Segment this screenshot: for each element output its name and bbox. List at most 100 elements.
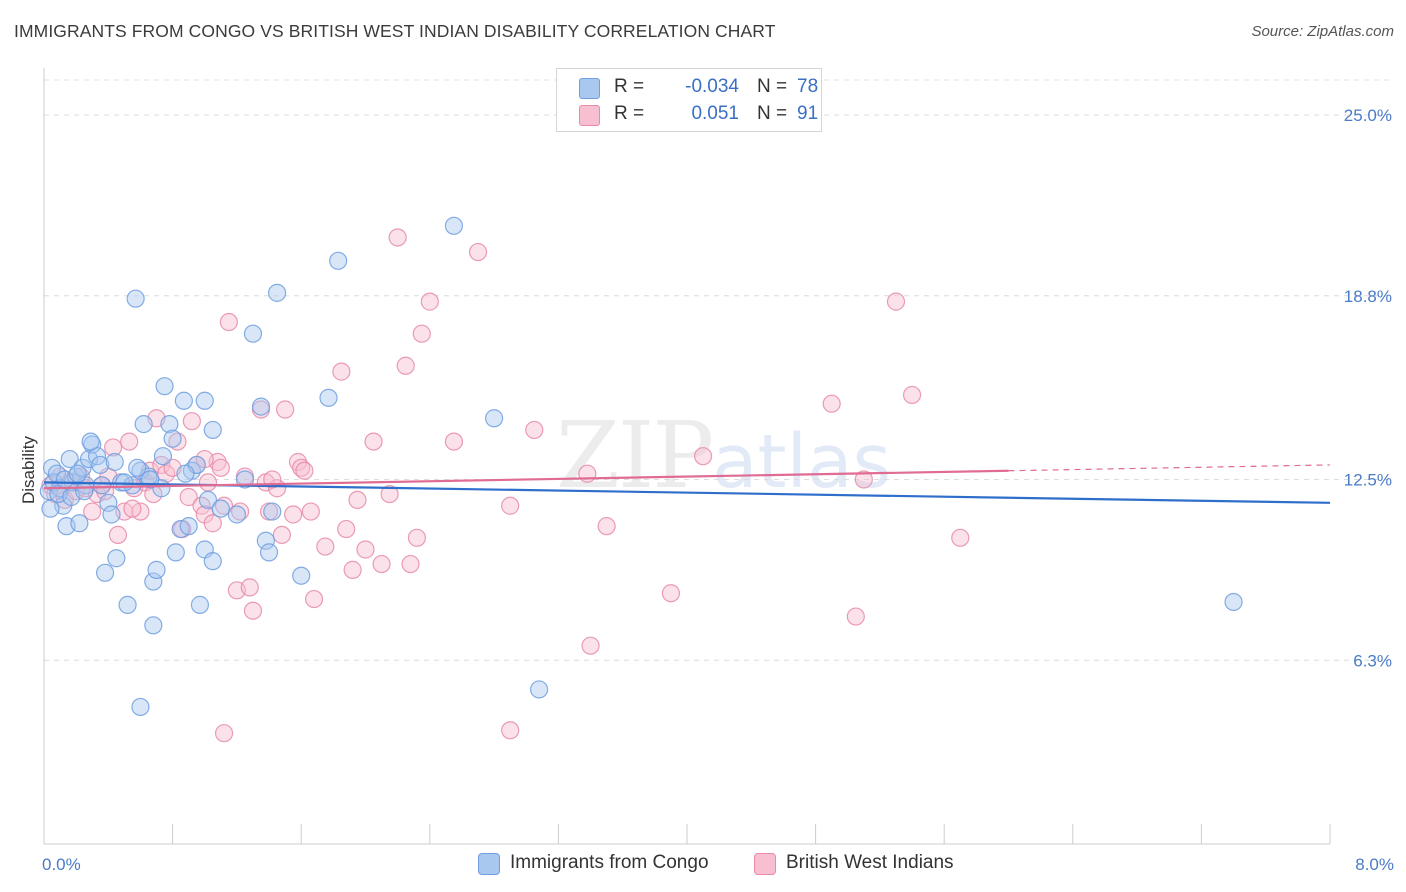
point-congo bbox=[92, 476, 111, 495]
point-congo bbox=[144, 572, 163, 591]
bottom-legend-label-congo: Immigrants from Congo bbox=[510, 852, 709, 873]
point-congo bbox=[174, 391, 193, 410]
point-bwi bbox=[240, 578, 259, 597]
point-congo bbox=[147, 560, 166, 579]
point-congo bbox=[131, 697, 150, 717]
legend-n-value: 78 bbox=[797, 76, 819, 97]
point-bwi bbox=[581, 636, 600, 655]
bottom-swatch-bwi bbox=[754, 853, 776, 875]
point-congo bbox=[256, 531, 275, 550]
point-bwi bbox=[693, 447, 713, 466]
legend-n-label: N = bbox=[757, 103, 788, 124]
point-congo bbox=[319, 388, 338, 407]
point-congo bbox=[70, 514, 89, 533]
point-congo bbox=[198, 490, 218, 510]
point-bwi bbox=[412, 324, 431, 343]
point-congo bbox=[128, 458, 147, 477]
legend-n-value: 91 bbox=[797, 103, 819, 124]
point-bwi bbox=[295, 461, 314, 480]
point-bwi bbox=[854, 470, 873, 489]
point-bwi bbox=[276, 400, 295, 419]
point-bwi bbox=[284, 505, 303, 524]
point-bwi bbox=[203, 514, 222, 533]
point-congo bbox=[176, 464, 195, 483]
legend-r-value: 0.051 bbox=[691, 103, 739, 124]
point-congo bbox=[530, 680, 549, 699]
y-tick-label: 25.0% bbox=[1344, 106, 1392, 125]
point-congo bbox=[163, 429, 182, 448]
point-bwi bbox=[272, 525, 292, 545]
point-bwi bbox=[372, 554, 391, 574]
point-bwi bbox=[501, 496, 520, 515]
point-bwi bbox=[597, 517, 616, 536]
point-bwi bbox=[219, 312, 238, 332]
point-congo bbox=[41, 499, 60, 518]
point-bwi bbox=[231, 502, 250, 521]
point-bwi bbox=[420, 292, 439, 311]
point-congo bbox=[267, 283, 287, 302]
point-bwi bbox=[211, 458, 230, 477]
point-bwi bbox=[822, 394, 841, 413]
point-congo bbox=[91, 455, 110, 475]
y-tick-label: 6.3% bbox=[1353, 651, 1392, 670]
point-congo bbox=[203, 420, 222, 440]
point-congo bbox=[179, 517, 198, 536]
point-congo bbox=[251, 397, 271, 416]
point-congo bbox=[155, 377, 174, 396]
point-bwi bbox=[468, 242, 488, 262]
axes bbox=[43, 68, 1331, 845]
point-bwi bbox=[364, 432, 383, 451]
point-congo bbox=[102, 505, 121, 524]
y-tick-label: 12.5% bbox=[1344, 470, 1392, 489]
point-bwi bbox=[182, 412, 201, 431]
point-congo bbox=[444, 216, 464, 235]
legend-r-label: R = bbox=[614, 76, 645, 97]
point-congo bbox=[259, 543, 279, 562]
point-congo bbox=[195, 391, 214, 410]
point-bwi bbox=[661, 584, 681, 603]
point-congo bbox=[1224, 592, 1243, 612]
point-bwi bbox=[301, 502, 320, 521]
trend-line-bwi-extension bbox=[1008, 464, 1331, 472]
point-bwi bbox=[214, 724, 234, 743]
point-congo bbox=[81, 432, 100, 451]
point-bwi bbox=[578, 464, 597, 483]
point-congo bbox=[263, 502, 282, 521]
point-congo bbox=[126, 289, 145, 308]
point-congo bbox=[153, 447, 173, 466]
point-congo bbox=[227, 505, 246, 524]
point-congo bbox=[68, 464, 87, 483]
legend-r-value: -0.034 bbox=[685, 76, 739, 97]
point-bwi bbox=[123, 499, 142, 518]
bottom-legend-label-bwi: British West Indians bbox=[786, 852, 954, 873]
point-congo bbox=[203, 552, 222, 571]
point-bwi bbox=[120, 432, 139, 451]
point-bwi bbox=[444, 432, 464, 451]
point-bwi bbox=[501, 721, 520, 740]
point-congo bbox=[160, 414, 179, 434]
point-congo bbox=[115, 473, 134, 492]
legend-n-label: N = bbox=[757, 76, 788, 97]
point-bwi bbox=[304, 589, 324, 609]
point-bwi bbox=[396, 356, 415, 375]
point-congo bbox=[211, 499, 230, 518]
point-congo bbox=[60, 449, 79, 469]
point-bwi bbox=[292, 458, 311, 477]
point-bwi bbox=[214, 496, 234, 515]
point-bwi bbox=[407, 528, 427, 547]
point-congo bbox=[42, 458, 62, 477]
point-congo bbox=[95, 563, 115, 582]
point-congo bbox=[144, 616, 163, 635]
y-tick-label: 18.8% bbox=[1344, 287, 1392, 306]
point-bwi bbox=[846, 607, 865, 626]
point-bwi bbox=[951, 528, 970, 547]
point-bwi bbox=[83, 502, 102, 521]
trend-lines bbox=[43, 464, 1331, 504]
point-congo bbox=[107, 549, 126, 568]
point-bwi bbox=[337, 519, 356, 539]
x-tick-label-max: 8.0% bbox=[1355, 855, 1394, 874]
point-congo bbox=[190, 595, 210, 614]
point-bwi bbox=[168, 432, 187, 451]
x-tick-label-min: 0.0% bbox=[42, 855, 81, 874]
